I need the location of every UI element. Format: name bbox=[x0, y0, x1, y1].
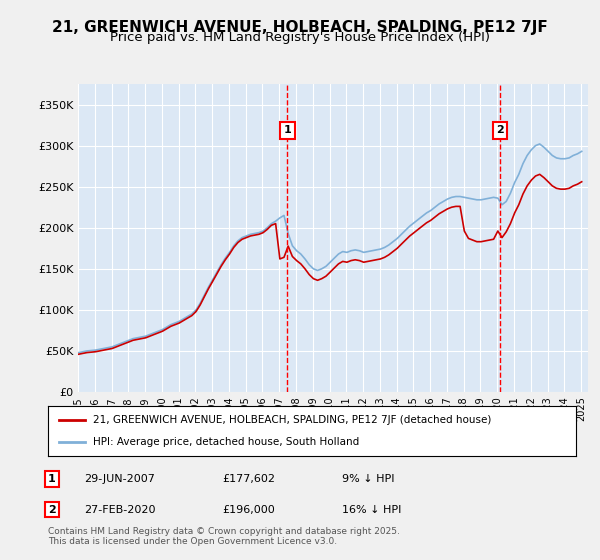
Text: £196,000: £196,000 bbox=[222, 505, 275, 515]
Text: 16% ↓ HPI: 16% ↓ HPI bbox=[342, 505, 401, 515]
Text: 2: 2 bbox=[496, 125, 503, 135]
Text: Price paid vs. HM Land Registry's House Price Index (HPI): Price paid vs. HM Land Registry's House … bbox=[110, 31, 490, 44]
Text: 1: 1 bbox=[284, 125, 292, 135]
Text: £177,602: £177,602 bbox=[222, 474, 275, 484]
Text: 21, GREENWICH AVENUE, HOLBEACH, SPALDING, PE12 7JF (detached house): 21, GREENWICH AVENUE, HOLBEACH, SPALDING… bbox=[93, 415, 491, 425]
Text: 29-JUN-2007: 29-JUN-2007 bbox=[84, 474, 155, 484]
Text: Contains HM Land Registry data © Crown copyright and database right 2025.
This d: Contains HM Land Registry data © Crown c… bbox=[48, 526, 400, 546]
Text: HPI: Average price, detached house, South Holland: HPI: Average price, detached house, Sout… bbox=[93, 437, 359, 447]
Text: 21, GREENWICH AVENUE, HOLBEACH, SPALDING, PE12 7JF: 21, GREENWICH AVENUE, HOLBEACH, SPALDING… bbox=[52, 20, 548, 35]
Text: 9% ↓ HPI: 9% ↓ HPI bbox=[342, 474, 395, 484]
Text: 27-FEB-2020: 27-FEB-2020 bbox=[84, 505, 155, 515]
Text: 2: 2 bbox=[48, 505, 56, 515]
Text: 1: 1 bbox=[48, 474, 56, 484]
